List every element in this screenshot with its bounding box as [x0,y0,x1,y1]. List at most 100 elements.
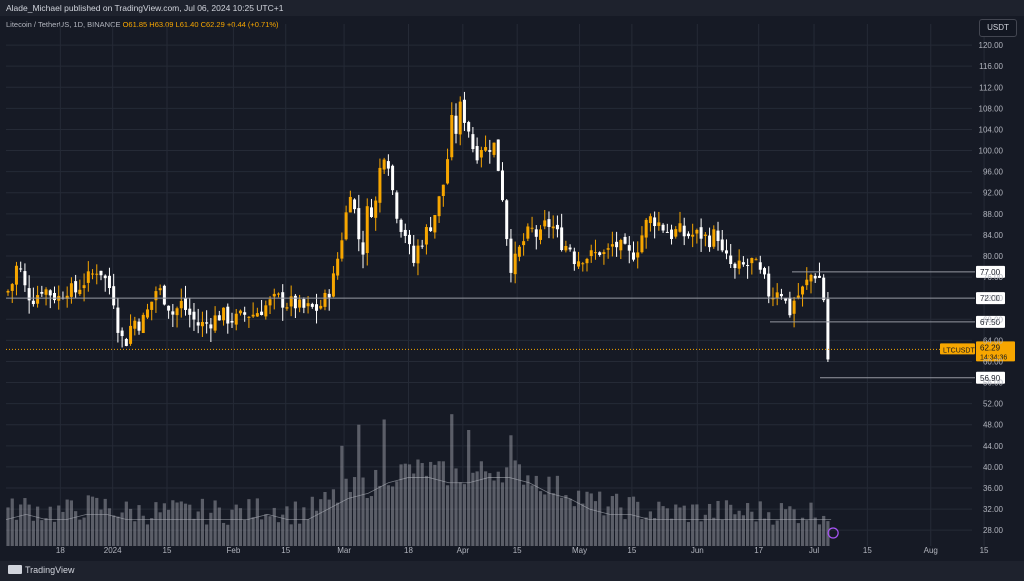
candle-body [10,284,14,291]
volume-bar [82,517,86,546]
candle-body [74,281,78,293]
candle-body [91,273,95,275]
volume-bar [120,512,124,546]
candle-body [145,309,149,318]
volume-bar [703,514,707,546]
ohlc-values: O61.85 H63.09 L61.40 C62.29 +0.44 (+0.71… [122,20,279,29]
volume-bar [433,464,437,546]
candle-body [615,241,619,248]
candle-body [712,229,716,247]
volume-bar [167,509,171,546]
candle-body [209,324,213,329]
candle-body [357,208,361,240]
price-tick-label: 76.00 [983,273,1004,282]
time-tick-label: Feb [227,546,241,555]
volume-bar [500,482,505,546]
price-tick-label: 116.00 [979,62,1003,71]
candle-body [619,240,623,251]
candle-body [433,215,437,233]
volume-bar [720,519,724,546]
candle-body [661,224,665,231]
volume-bar [352,477,357,546]
volume-bar [483,471,488,546]
candle-body [598,252,602,255]
candle-body [560,227,564,250]
candle-body [302,299,306,308]
volume-bar [52,521,57,546]
candle-body [171,311,175,315]
volume-bar [407,464,412,546]
candle-body [412,245,416,263]
time-tick-label: 15 [513,546,522,555]
candle-body [129,325,133,344]
volume-bar [23,498,27,546]
candle-body [403,229,407,236]
candle-body [496,139,500,171]
candle-body [315,304,319,311]
volume-bar [78,519,82,546]
price-tick-label: 100.00 [979,147,1004,156]
candle-body [462,99,466,123]
candle-body [399,219,403,232]
candles [6,91,830,362]
candle-body [348,196,352,213]
volume-bar [226,524,230,546]
tradingview-logo[interactable]: TradingView [8,565,75,575]
candle-body [822,277,826,301]
volume-bar [424,475,429,546]
publisher-bar [0,0,1024,16]
candle-body [593,252,597,254]
candle-body [353,199,357,210]
candle-body [513,253,517,275]
support-levels: 77.00 72.00 67.50 56.90 LTCUSDT 62.29 14:34:36 [6,265,1015,539]
currency-button[interactable]: USDT [979,19,1017,37]
candle-body [796,295,800,298]
volume-bar [758,501,762,546]
event-icon [827,527,839,539]
candle-body [167,305,171,311]
volume-bar [420,463,424,546]
candle-body [627,245,631,251]
candle-body [298,299,302,308]
volume-bar [779,503,784,546]
candle-body [154,291,158,301]
volume-bar [74,511,78,546]
candle-body [585,258,589,264]
volume-bar [610,496,614,546]
candle-body [479,150,483,158]
volume-bar [141,515,145,546]
volume-bar [86,495,90,546]
candle-body [547,219,551,227]
volume-bar [585,491,589,546]
candle-body [602,252,606,254]
volume-bar [188,504,192,546]
volume-bar [331,489,336,546]
volume-bar [298,523,302,546]
last-price-tag-bg [976,341,1015,362]
candle-body [703,234,707,236]
candle-body [31,300,35,305]
volume-bar [674,504,678,546]
candle-body [467,122,471,132]
volume-bar [162,503,166,546]
price-tick-label: 40.00 [983,463,1004,472]
volume-bar [289,524,293,546]
candle-body [691,234,695,237]
volume-bar [175,502,179,546]
candle-body [6,290,10,293]
candle-body [488,150,492,152]
volume-bar [255,498,259,546]
volume-bar [619,507,623,546]
price-tick-label: 48.00 [983,421,1004,430]
candle-body [112,286,116,306]
candle-body [775,292,779,298]
price-tick-label: 88.00 [983,210,1004,219]
candle-body [78,289,82,295]
candle-body [446,159,450,184]
volume-bar [547,476,551,546]
volume-bar [6,507,10,546]
candle-body [247,316,251,318]
candle-body [767,273,771,297]
volume-bar [44,518,48,546]
